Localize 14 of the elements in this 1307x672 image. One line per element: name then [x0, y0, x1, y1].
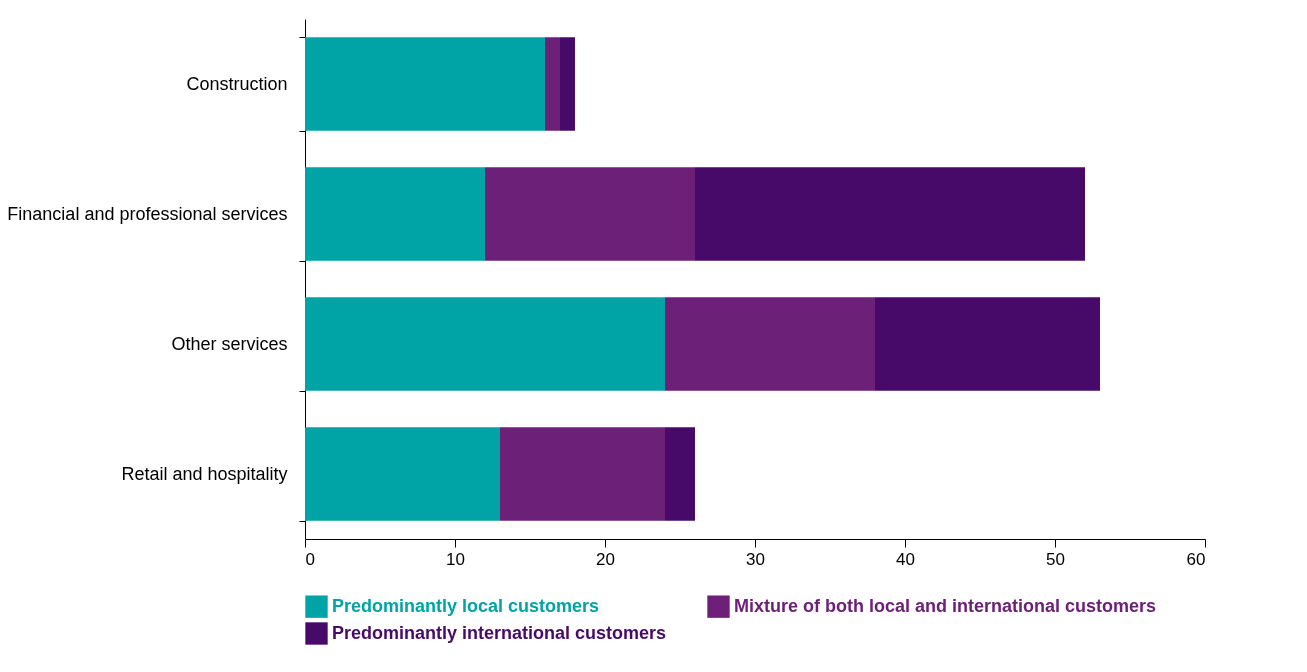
y-tick-label: Financial and professional services	[7, 203, 288, 224]
legend-label: Mixture of both local and international customers	[734, 595, 1157, 616]
y-tick-label: Retail and hospitality	[121, 463, 288, 484]
x-tick-label: 40	[896, 549, 915, 569]
legend-label: Predominantly international customers	[332, 622, 667, 643]
y-tick-label: Other services	[171, 333, 288, 354]
x-tick-label: 10	[446, 549, 465, 569]
x-tick-label: 0	[305, 549, 315, 569]
legend-label: Predominantly local customers	[332, 595, 600, 616]
x-tick-label: 20	[596, 549, 615, 569]
x-tick-label: 30	[746, 549, 765, 569]
x-tick-label: 60	[1186, 549, 1206, 569]
y-tick-label: Construction	[186, 73, 288, 94]
x-tick-label: 50	[1046, 549, 1065, 569]
